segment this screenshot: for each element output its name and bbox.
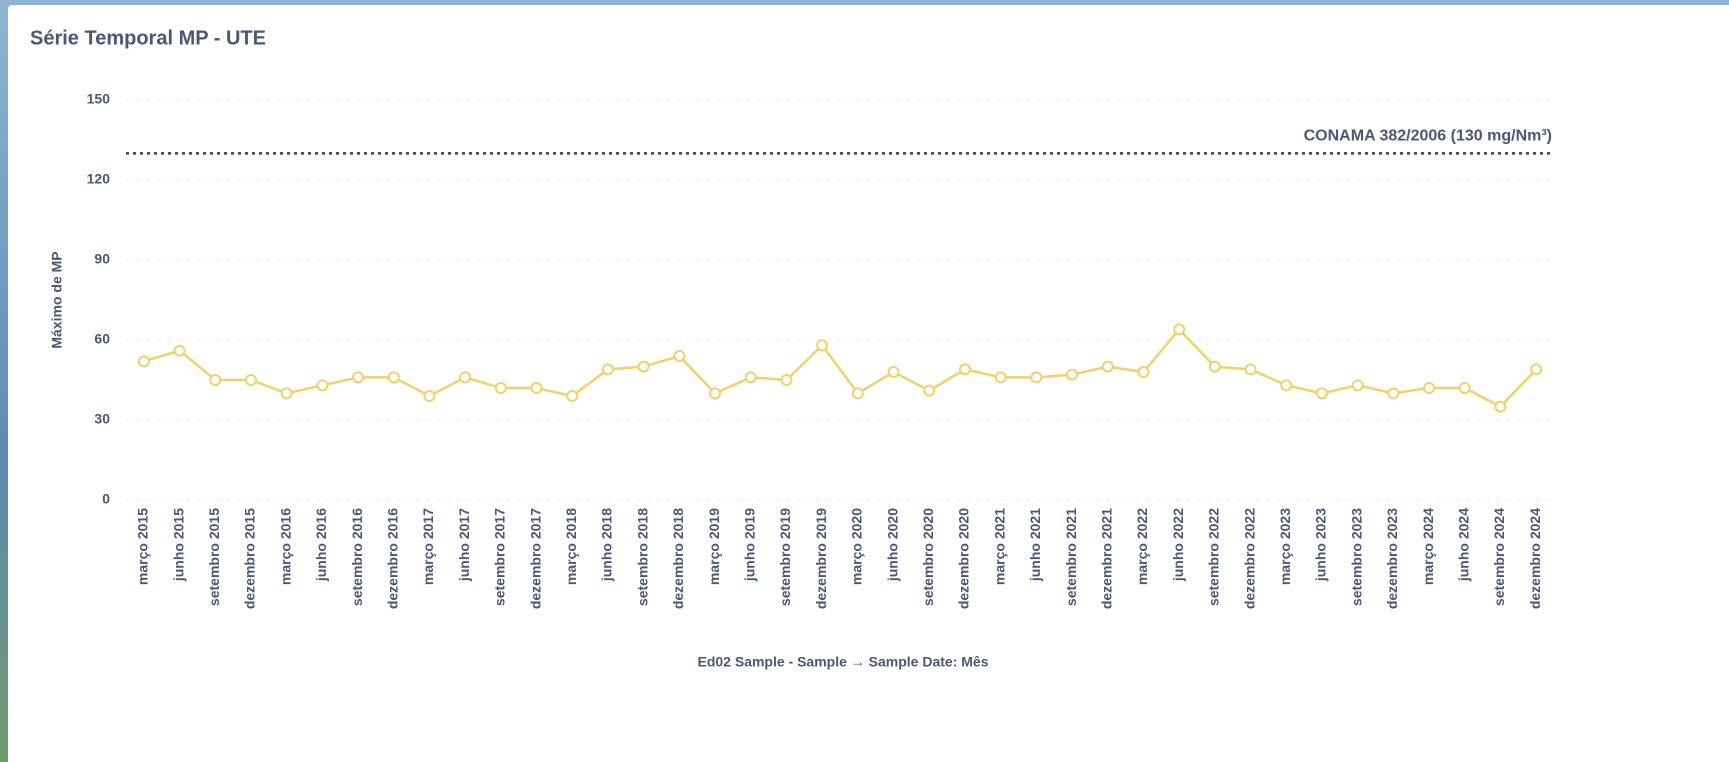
- x-tick-label: junho 2022: [1170, 508, 1186, 582]
- x-tick-label: dezembro 2019: [813, 508, 829, 609]
- data-point: [530, 382, 543, 394]
- data-point: [423, 390, 436, 402]
- data-point: [709, 387, 722, 400]
- data-point: [316, 379, 329, 392]
- data-point: [1423, 382, 1436, 394]
- data-point: [1173, 323, 1186, 336]
- data-point: [1458, 382, 1471, 394]
- reference-label: CONAMA 382/2006 (130 mg/Nm³): [1304, 128, 1552, 145]
- data-point: [173, 344, 186, 357]
- data-point: [494, 382, 507, 394]
- x-tick-label: junho 2015: [170, 508, 186, 582]
- data-point: [1030, 371, 1043, 384]
- data-point: [1351, 379, 1364, 392]
- x-tick-label: setembro 2016: [349, 508, 365, 606]
- x-tick-label: junho 2023: [1313, 508, 1329, 582]
- chart: Série Temporal MP - UTE Ed02 Sample - Sa…: [8, 5, 1729, 762]
- data-point: [1494, 400, 1507, 413]
- chart-title: Série Temporal MP - UTE: [30, 27, 266, 49]
- data-point: [387, 371, 400, 384]
- data-point: [780, 374, 793, 386]
- x-tick-label: dezembro 2016: [384, 508, 400, 609]
- data-point: [958, 363, 971, 376]
- data-point: [137, 355, 150, 368]
- x-tick-label: março 2022: [1134, 508, 1150, 585]
- y-tick-label: 90: [94, 251, 110, 267]
- x-tick-label: junho 2020: [884, 508, 900, 582]
- data-point: [1387, 387, 1400, 400]
- x-tick-label: março 2017: [420, 508, 436, 585]
- data-point: [459, 371, 472, 384]
- x-tick-label: março 2020: [849, 508, 865, 585]
- x-tick-label: junho 2017: [456, 508, 472, 582]
- data-point: [1530, 363, 1543, 376]
- x-tick-label: março 2018: [563, 508, 579, 585]
- data-point: [352, 371, 365, 384]
- x-tick-label: setembro 2017: [492, 508, 508, 606]
- series-line: [143, 327, 1538, 409]
- x-tick-label: março 2019: [706, 508, 722, 585]
- x-tick-label: setembro 2019: [777, 508, 793, 606]
- data-point: [209, 374, 222, 386]
- x-tick-label: dezembro 2015: [242, 508, 258, 609]
- x-tick-label: março 2024: [1420, 508, 1436, 585]
- data-point: [744, 371, 757, 384]
- x-tick-label: setembro 2024: [1491, 508, 1507, 606]
- data-point: [566, 390, 579, 402]
- x-tick-label: setembro 2018: [634, 508, 650, 606]
- x-tick-label: setembro 2021: [1063, 508, 1079, 606]
- x-tick-label: setembro 2023: [1348, 508, 1364, 606]
- x-tick-label: dezembro 2023: [1384, 508, 1400, 609]
- x-tick-label: dezembro 2021: [1098, 508, 1114, 609]
- x-tick-label: dezembro 2024: [1527, 508, 1543, 609]
- data-point: [601, 363, 614, 376]
- x-axis-label: Ed02 Sample - Sample → Sample Date: Mês: [698, 654, 989, 670]
- y-tick-label: 0: [102, 491, 110, 507]
- x-tick-label: setembro 2022: [1206, 508, 1222, 606]
- data-point: [1137, 366, 1150, 378]
- x-tick-label: setembro 2015: [206, 508, 222, 606]
- x-tick-label: março 2021: [991, 508, 1007, 585]
- data-point: [244, 374, 257, 386]
- data-point: [1315, 387, 1328, 400]
- x-tick-label: dezembro 2022: [1241, 508, 1257, 609]
- x-tick-label: setembro 2020: [920, 508, 936, 606]
- x-tick-label: junho 2019: [741, 508, 757, 582]
- data-point: [637, 360, 650, 373]
- x-tick-label: março 2015: [135, 508, 151, 585]
- x-tick-label: junho 2024: [1455, 508, 1471, 582]
- data-point: [1280, 379, 1293, 392]
- x-tick-label: dezembro 2018: [670, 508, 686, 609]
- data-point: [673, 350, 686, 362]
- data-point: [994, 371, 1007, 384]
- x-tick-label: junho 2016: [313, 508, 329, 582]
- y-tick-label: 60: [94, 331, 110, 347]
- data-point: [887, 366, 900, 378]
- x-tick-label: dezembro 2017: [527, 508, 543, 609]
- data-point: [816, 339, 829, 352]
- data-point: [1244, 363, 1257, 376]
- x-tick-label: março 2016: [277, 508, 293, 585]
- x-tick-label: março 2023: [1277, 508, 1293, 585]
- y-axis-label: Máximo de MP: [49, 251, 65, 348]
- data-point: [923, 384, 936, 397]
- data-point: [280, 387, 293, 400]
- data-point: [1208, 360, 1221, 373]
- x-tick-label: dezembro 2020: [956, 508, 972, 609]
- data-point: [1066, 368, 1079, 381]
- y-tick-label: 120: [87, 171, 111, 187]
- x-tick-label: junho 2018: [599, 508, 615, 582]
- data-point: [1101, 360, 1114, 373]
- x-tick-label: junho 2021: [1027, 508, 1043, 582]
- y-tick-label: 150: [87, 91, 111, 107]
- data-point: [851, 387, 864, 400]
- y-tick-label: 30: [94, 411, 110, 427]
